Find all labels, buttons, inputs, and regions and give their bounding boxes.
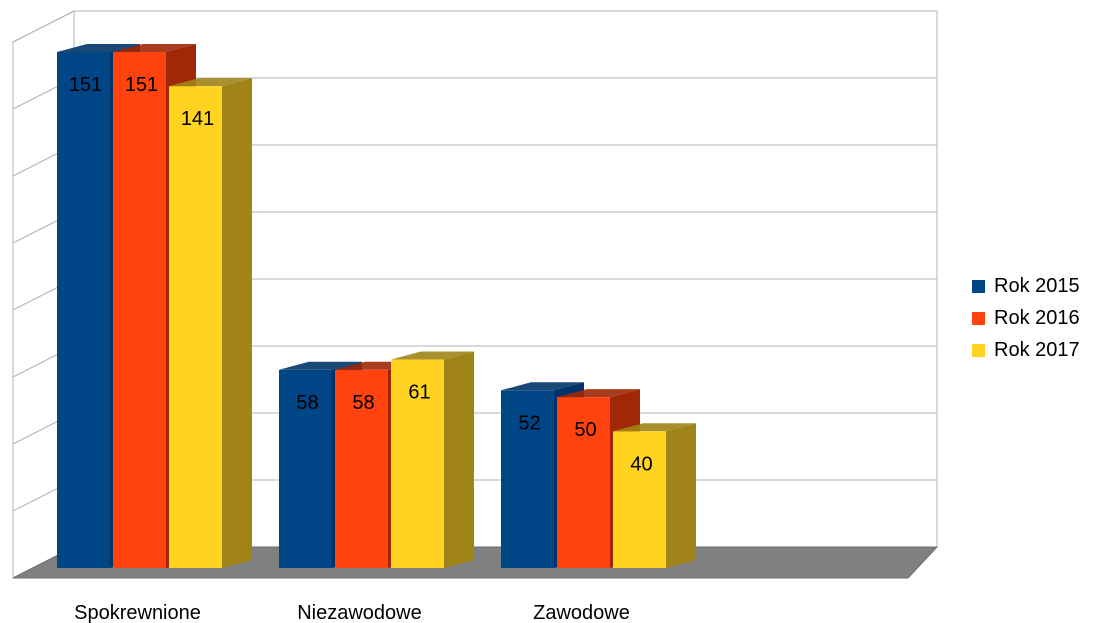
data-label: 52: [518, 412, 540, 434]
legend-label: Rok 2016: [994, 306, 1080, 329]
bar: [501, 390, 554, 568]
bar: [335, 369, 388, 568]
legend-swatch: [972, 279, 985, 293]
legend-swatch: [972, 311, 985, 325]
bar-top: [113, 44, 196, 52]
bar: [279, 369, 332, 568]
data-label: 151: [125, 74, 158, 96]
bar: [613, 431, 666, 568]
bar-top: [169, 78, 252, 87]
data-label: 58: [352, 392, 374, 414]
bar-top: [613, 423, 696, 432]
bar: [557, 397, 610, 568]
bar-top: [557, 389, 640, 398]
legend-label: Rok 2017: [994, 338, 1080, 361]
bar: [57, 52, 110, 568]
bar-top: [57, 44, 140, 52]
x-tick-label: Zawodowe: [533, 602, 630, 623]
bar-top: [501, 382, 584, 391]
bar-side: [666, 423, 696, 568]
data-label: 50: [574, 419, 596, 441]
gridline-side: [12, 10, 75, 43]
x-tick-label: Spokrewnione: [74, 602, 201, 623]
data-label: 40: [630, 453, 652, 475]
bar-top: [279, 361, 362, 370]
bar-side: [444, 351, 474, 568]
bar-top: [391, 351, 474, 360]
legend-swatch: [972, 343, 985, 357]
bars: [57, 44, 696, 569]
legend-item: Rok 2017: [972, 334, 1080, 366]
bar: [113, 52, 166, 568]
legend-label: Rok 2015: [994, 274, 1080, 297]
x-axis-labels: Spokrewnione Niezawodowe Zawodowe: [74, 602, 630, 623]
data-label: 61: [408, 382, 430, 404]
data-label: 151: [69, 74, 102, 96]
data-label: 141: [181, 108, 214, 130]
x-tick-label: Niezawodowe: [297, 602, 422, 623]
legend-item: Rok 2015: [972, 270, 1080, 302]
bar-side: [222, 78, 252, 569]
bar: [391, 359, 444, 568]
bar: [169, 86, 222, 569]
data-labels: 151 151 141 58 58 61 52 50 40: [69, 74, 653, 475]
legend: Rok 2015 Rok 2016 Rok 2017: [972, 270, 1080, 366]
data-label: 58: [296, 392, 318, 414]
legend-item: Rok 2016: [972, 302, 1080, 334]
